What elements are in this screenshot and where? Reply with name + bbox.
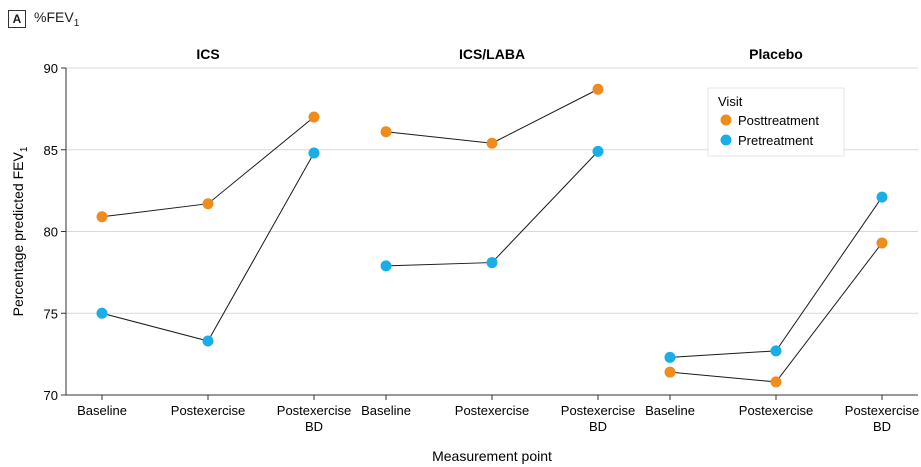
legend-title: Visit (718, 94, 743, 109)
x-tick-label: Postexercise (739, 403, 813, 418)
data-point-pretreatment (308, 147, 320, 159)
x-tick-label: Baseline (361, 403, 411, 418)
data-point-pretreatment (592, 145, 604, 157)
y-tick-label-85: 85 (44, 143, 58, 158)
legend-marker-pretreatment (720, 134, 732, 146)
data-point-pretreatment (770, 345, 782, 357)
data-point-posttreatment (202, 198, 214, 210)
facet-title-2: Placebo (749, 46, 803, 62)
legend-label-posttreatment: Posttreatment (738, 113, 819, 128)
series-line-pretreatment (669, 196, 883, 358)
data-point-pretreatment (202, 335, 214, 347)
y-tick-label-80: 80 (44, 225, 58, 240)
y-tick-label-90: 90 (44, 61, 58, 76)
facet-title-1: ICS/LABA (459, 46, 525, 62)
x-tick-label: Baseline (645, 403, 695, 418)
legend-label-pretreatment: Pretreatment (738, 133, 814, 148)
y-axis-title: Percentage predicted FEV1 (10, 146, 30, 316)
series-line-posttreatment (385, 88, 599, 144)
series-line-pretreatment (385, 151, 599, 267)
data-point-posttreatment (96, 211, 108, 223)
y-tick-label-75: 75 (44, 306, 58, 321)
facet-title-0: ICS (196, 46, 219, 62)
panel-header: A %FEV1 (8, 8, 79, 30)
panel-letter: A (8, 10, 26, 28)
data-point-posttreatment (486, 137, 498, 149)
panel-title: %FEV1 (34, 9, 79, 29)
data-point-pretreatment (380, 260, 392, 272)
data-point-posttreatment (592, 83, 604, 95)
data-point-pretreatment (486, 257, 498, 269)
x-tick-label: Postexercise BD (277, 403, 351, 434)
data-point-pretreatment (96, 307, 108, 319)
series-line-posttreatment (669, 242, 883, 383)
x-tick-label: Postexercise (171, 403, 245, 418)
panel-title-subscript: 1 (73, 17, 80, 29)
data-point-posttreatment (876, 237, 888, 249)
data-point-posttreatment (380, 126, 392, 138)
x-tick-label: Postexercise (455, 403, 529, 418)
x-axis-title: Measurement point (432, 448, 552, 464)
data-point-posttreatment (308, 111, 320, 123)
x-tick-label: Postexercise BD (845, 403, 919, 434)
x-tick-label: Postexercise BD (561, 403, 635, 434)
x-tick-label: Baseline (77, 403, 127, 418)
data-point-pretreatment (876, 191, 888, 203)
data-point-posttreatment (664, 366, 676, 378)
legend-marker-posttreatment (720, 114, 732, 126)
data-point-posttreatment (770, 376, 782, 388)
panel-title-text: %FEV (34, 9, 74, 26)
data-point-pretreatment (664, 351, 676, 363)
y-tick-label-70: 70 (44, 388, 58, 403)
